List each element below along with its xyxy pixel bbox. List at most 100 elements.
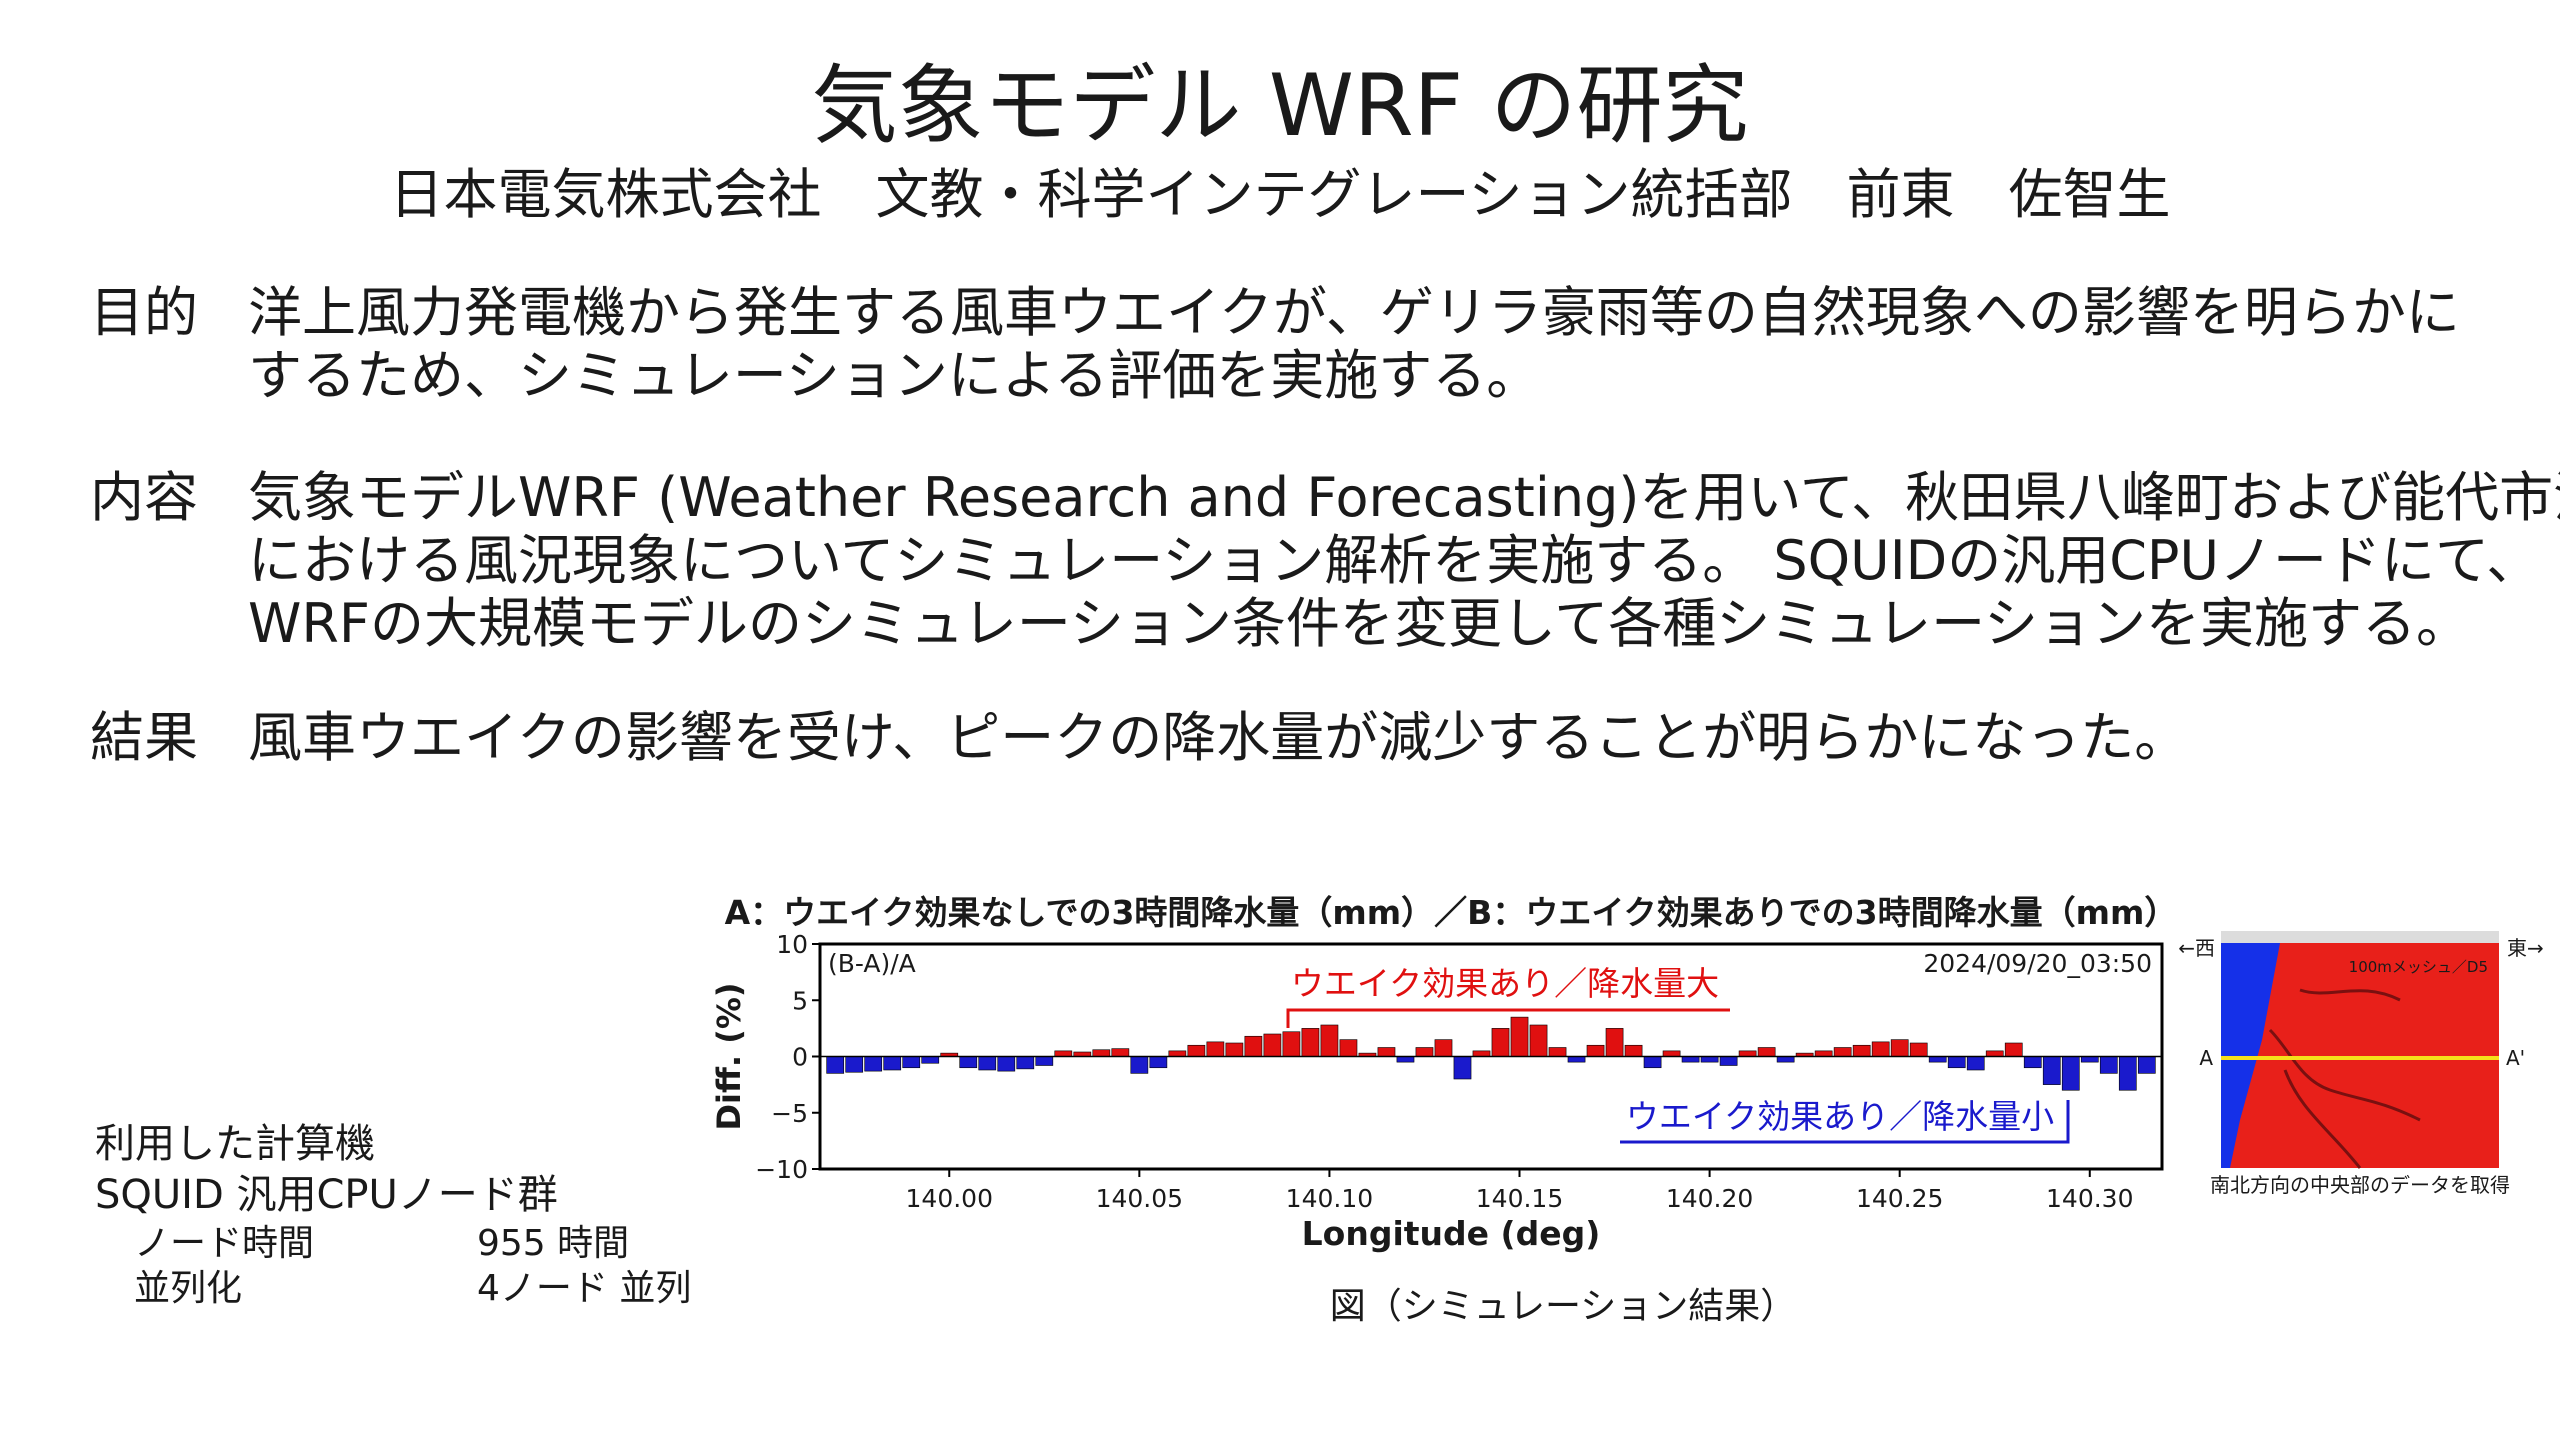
bar [1054, 1050, 1073, 1057]
x-tick-label: 140.15 [1476, 1184, 1563, 1213]
bar [1852, 1044, 1871, 1057]
bar [1738, 1050, 1757, 1057]
bar [1377, 1047, 1396, 1057]
y-tick-label: 0 [792, 1043, 808, 1072]
annotation: ウエイク効果あり／降水量小 [1626, 1097, 2054, 1136]
x-tick-label: 140.25 [1856, 1184, 1943, 1213]
bar [2080, 1056, 2099, 1063]
bar [2023, 1056, 2042, 1069]
bar [1586, 1044, 1605, 1057]
section-label: 内容 [90, 466, 198, 529]
bar [864, 1056, 883, 1072]
title: 気象モデル WRF の研究 [812, 56, 1749, 156]
x-axis-label: Longitude (deg) [1302, 1214, 1601, 1253]
map-window-bar [2221, 931, 2499, 943]
bar [1814, 1050, 1833, 1057]
computer-heading: 利用した計算機 [95, 1121, 375, 1167]
section-label: 目的 [90, 281, 198, 344]
annotation-bracket [1286, 1008, 1730, 1028]
subtitle: 日本電気株式会社 文教・科学インテグレーション統括部 前東 佐智生 [390, 163, 2171, 226]
annotation: 2024/09/20_03:50 [1923, 949, 2152, 978]
bar [1244, 1035, 1263, 1057]
bar [1757, 1047, 1776, 1057]
bar [1624, 1044, 1643, 1057]
bar [845, 1056, 864, 1073]
map-river [2268, 988, 2421, 1169]
bar [1434, 1039, 1453, 1057]
bar [1548, 1047, 1567, 1057]
section-label: 結果 [90, 706, 198, 769]
bar [1662, 1050, 1681, 1057]
bar [1111, 1048, 1130, 1057]
figure-caption: 図（シミュレーション結果） [1330, 1286, 1797, 1327]
map-note: 南北方向の中央部のデータを取得 [2210, 1173, 2510, 1197]
computer-row-label: ノード時間 [134, 1223, 314, 1264]
y-tick-label: −10 [755, 1155, 808, 1184]
bar [1130, 1056, 1149, 1074]
section-text: するため、シミュレーションによる評価を実施する。 [248, 344, 1540, 407]
bar [1225, 1042, 1244, 1057]
bar [1985, 1050, 2004, 1057]
bar [1187, 1044, 1206, 1057]
x-tick-label: 140.05 [1096, 1184, 1183, 1213]
section-text: WRFの大規模モデルのシミュレーション条件を変更して各種シミュレーションを実施す… [248, 592, 2470, 655]
bar [1567, 1056, 1586, 1063]
map-label: 100mメッシュ／D5 [2349, 958, 2488, 976]
bar [959, 1056, 978, 1069]
section-text: 風車ウエイクの影響を受け、ピークの降水量が減少することが明らかになった。 [248, 706, 2188, 769]
bar [1016, 1056, 1035, 1070]
section-text: 洋上風力発電機から発生する風車ウエイクが、ゲリラ豪雨等の自然現象への影響を明らか… [248, 281, 2460, 344]
computer-system: SQUID 汎用CPUノード群 [95, 1172, 558, 1218]
bar [1453, 1056, 1472, 1080]
bar [1339, 1039, 1358, 1057]
bar [1415, 1047, 1434, 1057]
map-sea [2221, 943, 2280, 1168]
bar [1396, 1056, 1415, 1063]
section-text: 気象モデルWRF (Weather Research and Forecasti… [248, 466, 2560, 529]
bar [1643, 1056, 1662, 1069]
bar [1472, 1050, 1491, 1057]
y-tick-label: 10 [776, 930, 808, 959]
annotation: ウエイク効果あり／降水量大 [1291, 964, 1719, 1003]
bar [1909, 1042, 1928, 1057]
bar [978, 1056, 997, 1071]
bar [2004, 1042, 2023, 1057]
bar [1700, 1056, 1719, 1063]
plot-frame [818, 942, 2164, 1171]
bar [1206, 1041, 1225, 1057]
bar [826, 1056, 845, 1074]
bar [1833, 1047, 1852, 1057]
x-tick-label: 140.20 [1666, 1184, 1753, 1213]
bar [921, 1056, 940, 1064]
map-label: A [2199, 1046, 2213, 1070]
bar [1510, 1016, 1529, 1057]
annotation: (B-A)/A [828, 949, 916, 978]
bar [883, 1056, 902, 1071]
bar [1149, 1056, 1168, 1069]
x-tick-label: 140.00 [906, 1184, 993, 1213]
bar [1719, 1056, 1738, 1066]
bar [1168, 1050, 1187, 1057]
chart-title: A：ウエイク効果なしでの3時間降水量（mm）／B：ウエイク効果ありでの3時間降水… [725, 893, 2178, 932]
x-tick-label: 140.10 [1286, 1184, 1373, 1213]
bar [2118, 1056, 2137, 1091]
bar [1301, 1028, 1320, 1057]
bar [1871, 1041, 1890, 1057]
bar [1947, 1056, 1966, 1069]
bar [2099, 1056, 2118, 1074]
bar [1320, 1024, 1339, 1057]
bar [1681, 1056, 1700, 1063]
bar [1282, 1031, 1301, 1057]
annotation-bracket [1620, 1100, 2070, 1144]
bar [997, 1056, 1016, 1072]
bar [1491, 1028, 1510, 1057]
bar [1776, 1056, 1795, 1063]
computer-row-value: 955 時間 [477, 1223, 629, 1264]
bar [2061, 1056, 2080, 1091]
bar [1092, 1049, 1111, 1057]
computer-row-label: 並列化 [134, 1268, 242, 1309]
y-tick-label: −5 [771, 1099, 808, 1128]
bar [902, 1056, 921, 1069]
y-axis-label: Diff. (%) [710, 982, 748, 1130]
